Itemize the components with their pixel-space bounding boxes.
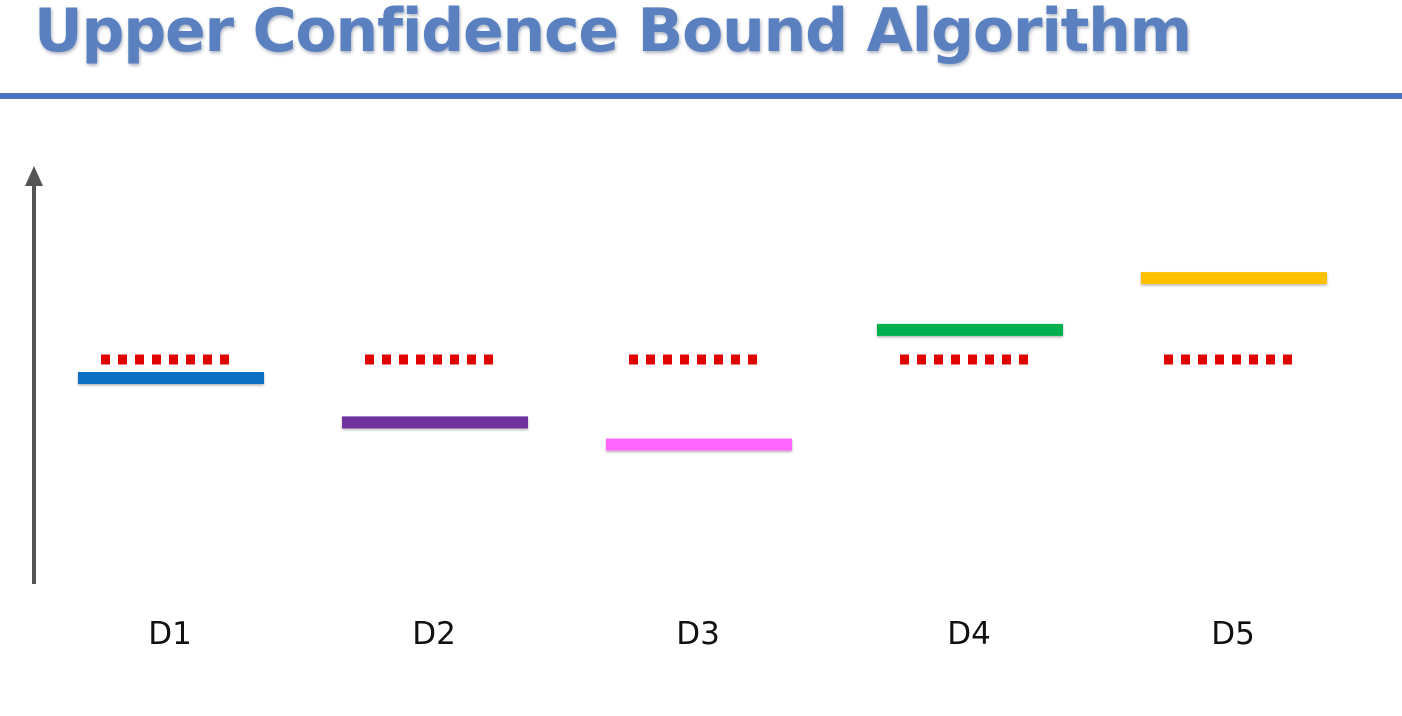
actual-return-bar-d2 xyxy=(342,416,528,429)
distribution-label-d1: D1 xyxy=(148,616,192,652)
actual-return-bar-d5 xyxy=(1141,272,1327,285)
actual-return-bar-d1 xyxy=(78,372,264,384)
up-arrow-icon xyxy=(25,166,43,186)
distribution-label-d5: D5 xyxy=(1211,616,1255,652)
vertical-axis xyxy=(25,166,43,584)
actual-return-bar-d3 xyxy=(606,438,792,451)
actual-return-lines xyxy=(78,272,1327,451)
distribution-label-d2: D2 xyxy=(412,616,456,652)
actual-return-bar-d4 xyxy=(877,323,1063,336)
slide-title: Upper Confidence Bound Algorithm xyxy=(34,0,1192,66)
title-underline xyxy=(0,93,1402,99)
distribution-label-d3: D3 xyxy=(676,616,720,652)
distribution-label-d4: D4 xyxy=(947,616,991,652)
